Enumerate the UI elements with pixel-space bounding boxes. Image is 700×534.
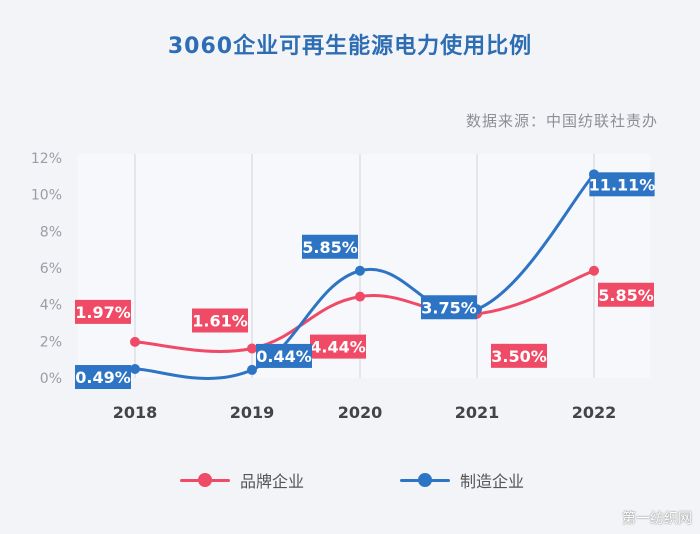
x-tick-label-2020: 2020 [338, 403, 383, 422]
x-tick-label-2019: 2019 [230, 403, 275, 422]
data-label-box-brand-2020 [310, 334, 366, 359]
data-point-manufacturer-2018 [130, 364, 140, 375]
data-point-brand-2020 [355, 291, 365, 302]
legend-item-manufacturer: 制造企业 [400, 468, 524, 492]
data-label-brand-2019: 1.61% [192, 311, 248, 330]
chart-title: 3060企业可再生能源电力使用比例 [167, 34, 533, 59]
y-tick-label: 0% [40, 371, 62, 387]
legend-item-brand: 品牌企业 [180, 468, 304, 492]
y-tick-label: 8% [40, 224, 62, 240]
y-tick-label: 2% [40, 334, 62, 350]
legend-dot-manufacturer [418, 473, 432, 487]
data-label-manufacturer-2018: 0.49% [75, 368, 131, 387]
data-label-brand-2022: 5.85% [598, 286, 654, 305]
x-tick-label-2022: 2022 [572, 403, 617, 422]
x-tick-label-2018: 2018 [113, 403, 158, 422]
data-label-box-brand-2018 [75, 299, 131, 324]
legend: 品牌企业 制造企业 [0, 468, 700, 492]
data-point-manufacturer-2020 [355, 265, 365, 276]
data-label-manufacturer-2022: 11.11% [589, 175, 656, 194]
data-label-box-manufacturer-2019 [256, 343, 312, 368]
data-label-box-brand-2021 [491, 343, 547, 368]
data-point-manufacturer-2019 [247, 364, 257, 375]
data-point-brand-2019 [247, 343, 257, 354]
data-label-box-brand-2019 [192, 308, 248, 333]
data-label-box-manufacturer-2021 [421, 295, 477, 320]
data-label-brand-2021: 3.50% [491, 347, 547, 366]
x-tick-label-2021: 2021 [455, 403, 500, 422]
legend-label-brand: 品牌企业 [240, 472, 305, 491]
data-label-box-manufacturer-2022 [589, 172, 655, 197]
data-label-box-manufacturer-2020 [302, 234, 358, 259]
legend-swatch-manufacturer [400, 473, 450, 487]
data-label-box-brand-2022 [598, 282, 654, 307]
legend-label-manufacturer: 制造企业 [460, 472, 525, 491]
legend-swatch-brand [180, 473, 230, 487]
data-label-manufacturer-2020: 5.85% [302, 238, 358, 257]
data-point-brand-2018 [130, 336, 140, 347]
y-tick-label: 6% [40, 261, 62, 277]
data-point-brand-2022 [589, 265, 599, 276]
data-label-brand-2018: 1.97% [75, 303, 131, 322]
legend-dot-brand [198, 473, 212, 487]
y-tick-label: 4% [40, 298, 62, 314]
data-label-box-manufacturer-2018 [75, 365, 131, 390]
data-label-manufacturer-2021: 3.75% [421, 298, 477, 317]
data-label-brand-2020: 4.44% [310, 338, 366, 357]
watermark: 第一纺织网 [622, 511, 692, 527]
source-note: 数据来源：中国纺联社责办 [465, 112, 658, 130]
data-label-manufacturer-2019: 0.44% [256, 347, 312, 366]
y-tick-label: 12% [31, 151, 62, 167]
y-tick-label: 10% [31, 188, 62, 204]
